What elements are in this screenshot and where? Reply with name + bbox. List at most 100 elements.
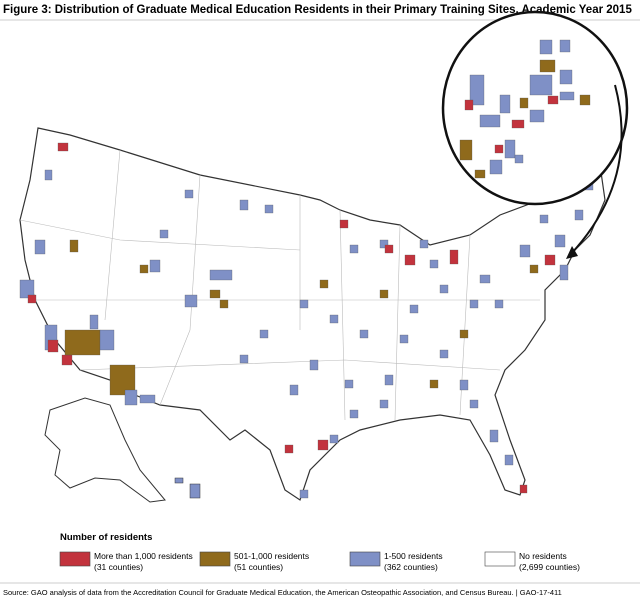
county — [384, 374, 394, 386]
county — [519, 484, 528, 494]
county — [547, 95, 559, 105]
county — [299, 489, 309, 499]
county — [469, 299, 479, 309]
county — [519, 244, 531, 258]
county — [299, 299, 309, 309]
legend-count: (31 counties) — [94, 562, 143, 572]
county — [404, 254, 416, 266]
county — [489, 429, 499, 443]
county — [319, 279, 329, 289]
legend-label: No residents — [519, 551, 567, 561]
county — [494, 144, 504, 154]
county — [459, 379, 469, 391]
county — [317, 439, 329, 451]
county — [429, 379, 439, 389]
legend-label: 1-500 residents — [384, 551, 443, 561]
county — [339, 219, 349, 229]
county — [519, 97, 529, 109]
county — [239, 354, 249, 364]
county — [439, 284, 449, 294]
county — [289, 384, 299, 396]
county — [539, 39, 553, 55]
county — [359, 329, 369, 339]
county — [184, 294, 198, 308]
county — [344, 379, 354, 389]
county — [124, 389, 138, 406]
legend-count: (2,699 counties) — [519, 562, 580, 572]
inset-arrow — [569, 84, 623, 256]
county — [284, 444, 294, 454]
county — [379, 239, 389, 249]
county — [89, 314, 99, 330]
county — [329, 434, 339, 444]
county — [449, 249, 459, 265]
county — [529, 264, 539, 274]
county — [329, 314, 339, 324]
county — [469, 399, 479, 409]
figure-title: Figure 3: Distribution of Graduate Medic… — [3, 4, 632, 16]
county — [384, 244, 394, 254]
county — [539, 214, 549, 224]
county — [159, 229, 169, 239]
county — [439, 349, 449, 359]
county — [209, 289, 221, 299]
county — [57, 142, 69, 152]
county — [419, 239, 429, 249]
county — [139, 264, 149, 274]
source-note: Source: GAO analysis of data from the Ac… — [3, 588, 562, 597]
county — [99, 329, 115, 351]
legend-label: More than 1,000 residents — [94, 551, 193, 561]
inset-northeast — [441, 10, 629, 206]
county — [69, 239, 79, 253]
county — [44, 169, 53, 181]
county — [559, 39, 571, 53]
county — [479, 274, 491, 284]
legend: More than 1,000 residents(31 counties) 50… — [59, 551, 580, 572]
county — [379, 289, 389, 299]
county — [459, 139, 473, 161]
county — [309, 359, 319, 371]
county-markers — [19, 142, 594, 499]
county — [529, 74, 553, 96]
county — [469, 74, 485, 106]
county — [504, 454, 514, 466]
county — [479, 114, 501, 128]
legend-count: (51 counties) — [234, 562, 283, 572]
county — [139, 394, 156, 404]
hawaii — [174, 477, 201, 499]
county — [474, 169, 486, 179]
legend-swatch — [59, 551, 91, 567]
county — [559, 264, 569, 281]
county — [489, 159, 503, 175]
county — [239, 199, 249, 211]
county — [459, 329, 469, 339]
county — [19, 279, 35, 299]
county — [579, 94, 591, 106]
county — [529, 109, 545, 123]
county — [559, 69, 573, 85]
county — [27, 294, 37, 304]
county — [349, 244, 359, 254]
county — [379, 399, 389, 409]
county — [504, 139, 516, 159]
county — [209, 269, 233, 281]
alaska — [44, 397, 166, 503]
county — [539, 59, 556, 73]
county — [64, 329, 101, 356]
county — [34, 239, 46, 255]
county — [149, 259, 161, 273]
county — [429, 259, 439, 269]
county — [554, 234, 566, 248]
county — [264, 204, 274, 214]
legend-swatch — [349, 551, 381, 567]
county — [544, 254, 556, 266]
county — [494, 299, 504, 309]
county — [184, 189, 194, 199]
legend-title: Number of residents — [60, 532, 152, 543]
inset-arrowhead — [566, 246, 578, 259]
county — [219, 299, 229, 309]
county — [574, 209, 584, 221]
inset-counties — [459, 39, 591, 179]
